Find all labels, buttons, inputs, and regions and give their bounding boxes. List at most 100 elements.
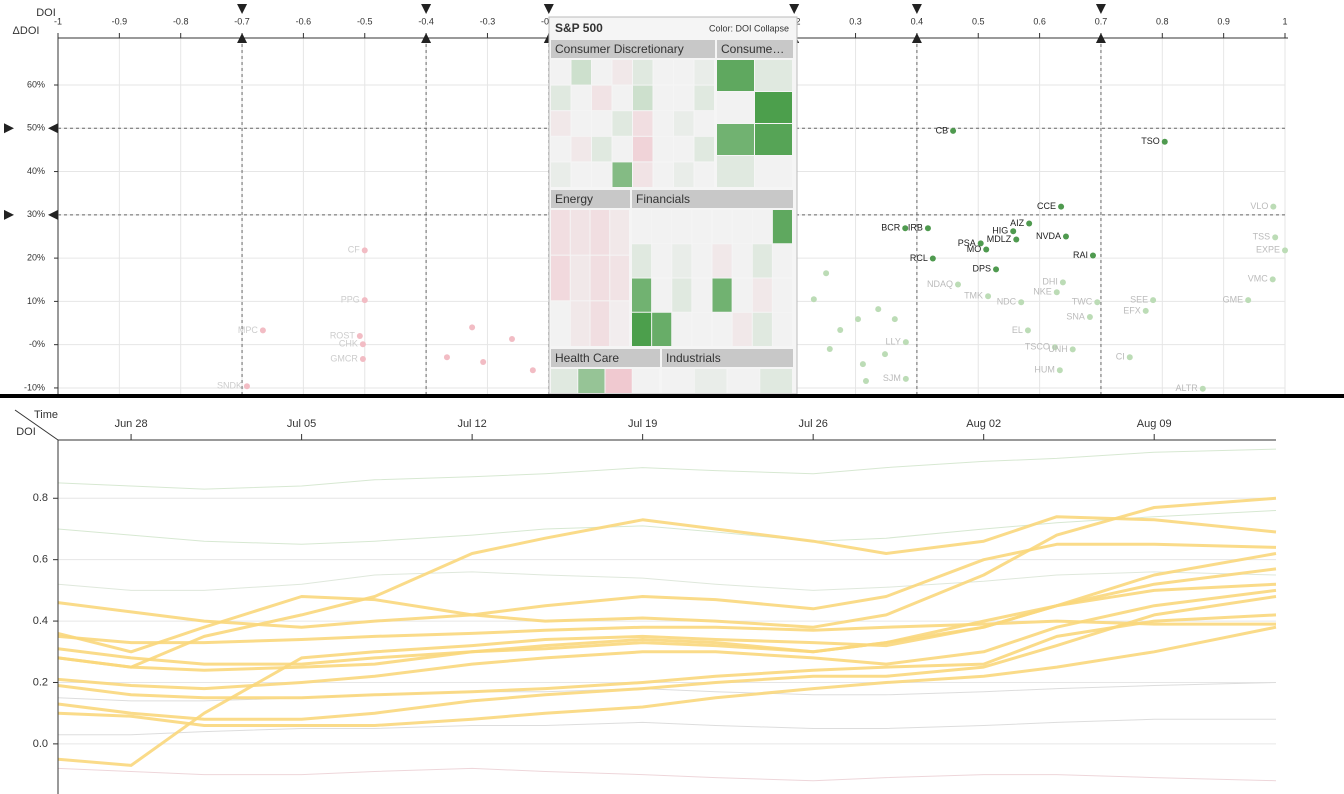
treemap-cell — [592, 60, 612, 85]
point-label: CB — [936, 125, 949, 135]
sector-header — [551, 190, 630, 208]
treemap-cell — [551, 85, 571, 111]
point-label: NKE — [1033, 287, 1052, 297]
point-label: GMCR — [330, 353, 358, 363]
y-tick-label: 0.4 — [33, 615, 48, 627]
treemap-cell — [694, 60, 714, 85]
threshold-handle — [48, 209, 58, 220]
point-label: CI — [1116, 352, 1125, 362]
treemap-cell — [570, 301, 590, 346]
data-point — [826, 345, 833, 352]
sector-header — [632, 190, 793, 208]
data-point — [1053, 289, 1060, 296]
x-axis-title: DOI — [36, 7, 56, 19]
x-tick-label: 0.8 — [1156, 16, 1169, 26]
treemap-cell — [612, 136, 632, 162]
data-point — [875, 306, 882, 313]
sector-header — [551, 349, 660, 367]
x-tick-label: 0.9 — [1217, 16, 1230, 26]
sector-label: Financials — [636, 192, 690, 206]
point-label: EFX — [1123, 305, 1141, 315]
point-label: IRB — [908, 223, 923, 233]
point-label: MDLZ — [987, 234, 1012, 244]
data-point — [259, 327, 266, 334]
data-point — [1024, 327, 1031, 334]
treemap-cell — [653, 85, 673, 111]
threshold-handle — [421, 4, 432, 14]
treemap-cell — [652, 278, 672, 312]
data-point — [837, 326, 844, 333]
treemap-cell — [551, 369, 578, 393]
x-tick-label: Aug 09 — [1137, 418, 1172, 430]
treemap-cell — [551, 210, 570, 255]
x-tick-label: -1 — [54, 16, 62, 26]
treemap-cell — [692, 210, 712, 244]
treemap-cell — [772, 278, 792, 312]
y-tick-label: 40% — [27, 166, 45, 176]
treemap-cell — [755, 156, 792, 187]
data-point — [891, 316, 898, 323]
y-tick-label: 0.8 — [33, 492, 48, 504]
x-tick-label: 1 — [1282, 16, 1287, 26]
x-tick-label: Jul 19 — [628, 418, 657, 430]
point-label: CF — [348, 245, 360, 255]
treemap-cell — [652, 244, 672, 278]
treemap-cell — [652, 312, 672, 346]
data-point — [508, 336, 515, 343]
treemap-cell — [752, 210, 772, 244]
treemap-cell — [674, 85, 694, 111]
threshold-handle — [543, 4, 554, 14]
data-point — [823, 270, 830, 277]
y-tick-label: 50% — [27, 123, 45, 133]
series-line — [57, 582, 1277, 666]
data-point — [859, 361, 866, 368]
data-point — [977, 240, 984, 247]
corner-divider — [14, 409, 59, 441]
threshold-handle — [48, 123, 58, 134]
point-label: TMK — [964, 291, 983, 301]
series-line — [57, 588, 1277, 691]
data-point — [862, 378, 869, 385]
treemap-cell — [571, 85, 591, 111]
data-point — [902, 225, 909, 232]
data-point — [1058, 203, 1065, 210]
treemap-cell — [610, 301, 629, 346]
data-point — [1282, 247, 1288, 254]
treemap-cell — [571, 60, 591, 85]
data-point — [356, 333, 363, 340]
treemap-cell — [612, 162, 632, 187]
x-tick-label: -0.5 — [357, 16, 373, 26]
point-label: DPS — [973, 264, 992, 274]
x-tick-label: 0.4 — [911, 16, 924, 26]
treemap-cell — [692, 312, 712, 346]
data-point — [469, 324, 476, 331]
panel-divider — [0, 394, 1344, 398]
treemap-cell — [717, 156, 754, 187]
treemap-cell — [755, 60, 792, 91]
treemap-cell — [592, 136, 612, 162]
y-axis-title: ΔDOI — [13, 25, 40, 37]
treemap-cell — [605, 369, 632, 393]
treemap-cell — [551, 301, 570, 346]
treemap-cell — [592, 85, 612, 111]
point-label: UNH — [1048, 344, 1068, 354]
treemap-cell — [694, 85, 714, 111]
data-point — [1270, 203, 1277, 210]
threshold-handle — [789, 4, 800, 14]
treemap-cell — [732, 312, 752, 346]
treemap-cell — [712, 312, 732, 346]
point-label: PSA — [958, 238, 976, 248]
treemap-cell — [592, 162, 612, 187]
series-line — [57, 767, 1277, 782]
treemap-cell — [633, 136, 653, 162]
data-point — [361, 247, 368, 254]
x-tick-label: 0.6 — [1033, 16, 1046, 26]
treemap-cell — [632, 312, 652, 346]
treemap-cell — [694, 369, 727, 393]
x-tick-label: -0.6 — [296, 16, 312, 26]
data-point — [359, 341, 366, 348]
point-label: EXPE — [1256, 245, 1280, 255]
point-label: ALTR — [1175, 383, 1198, 393]
x-tick-label: -0.7 — [234, 16, 250, 26]
treemap-cell — [551, 136, 571, 162]
